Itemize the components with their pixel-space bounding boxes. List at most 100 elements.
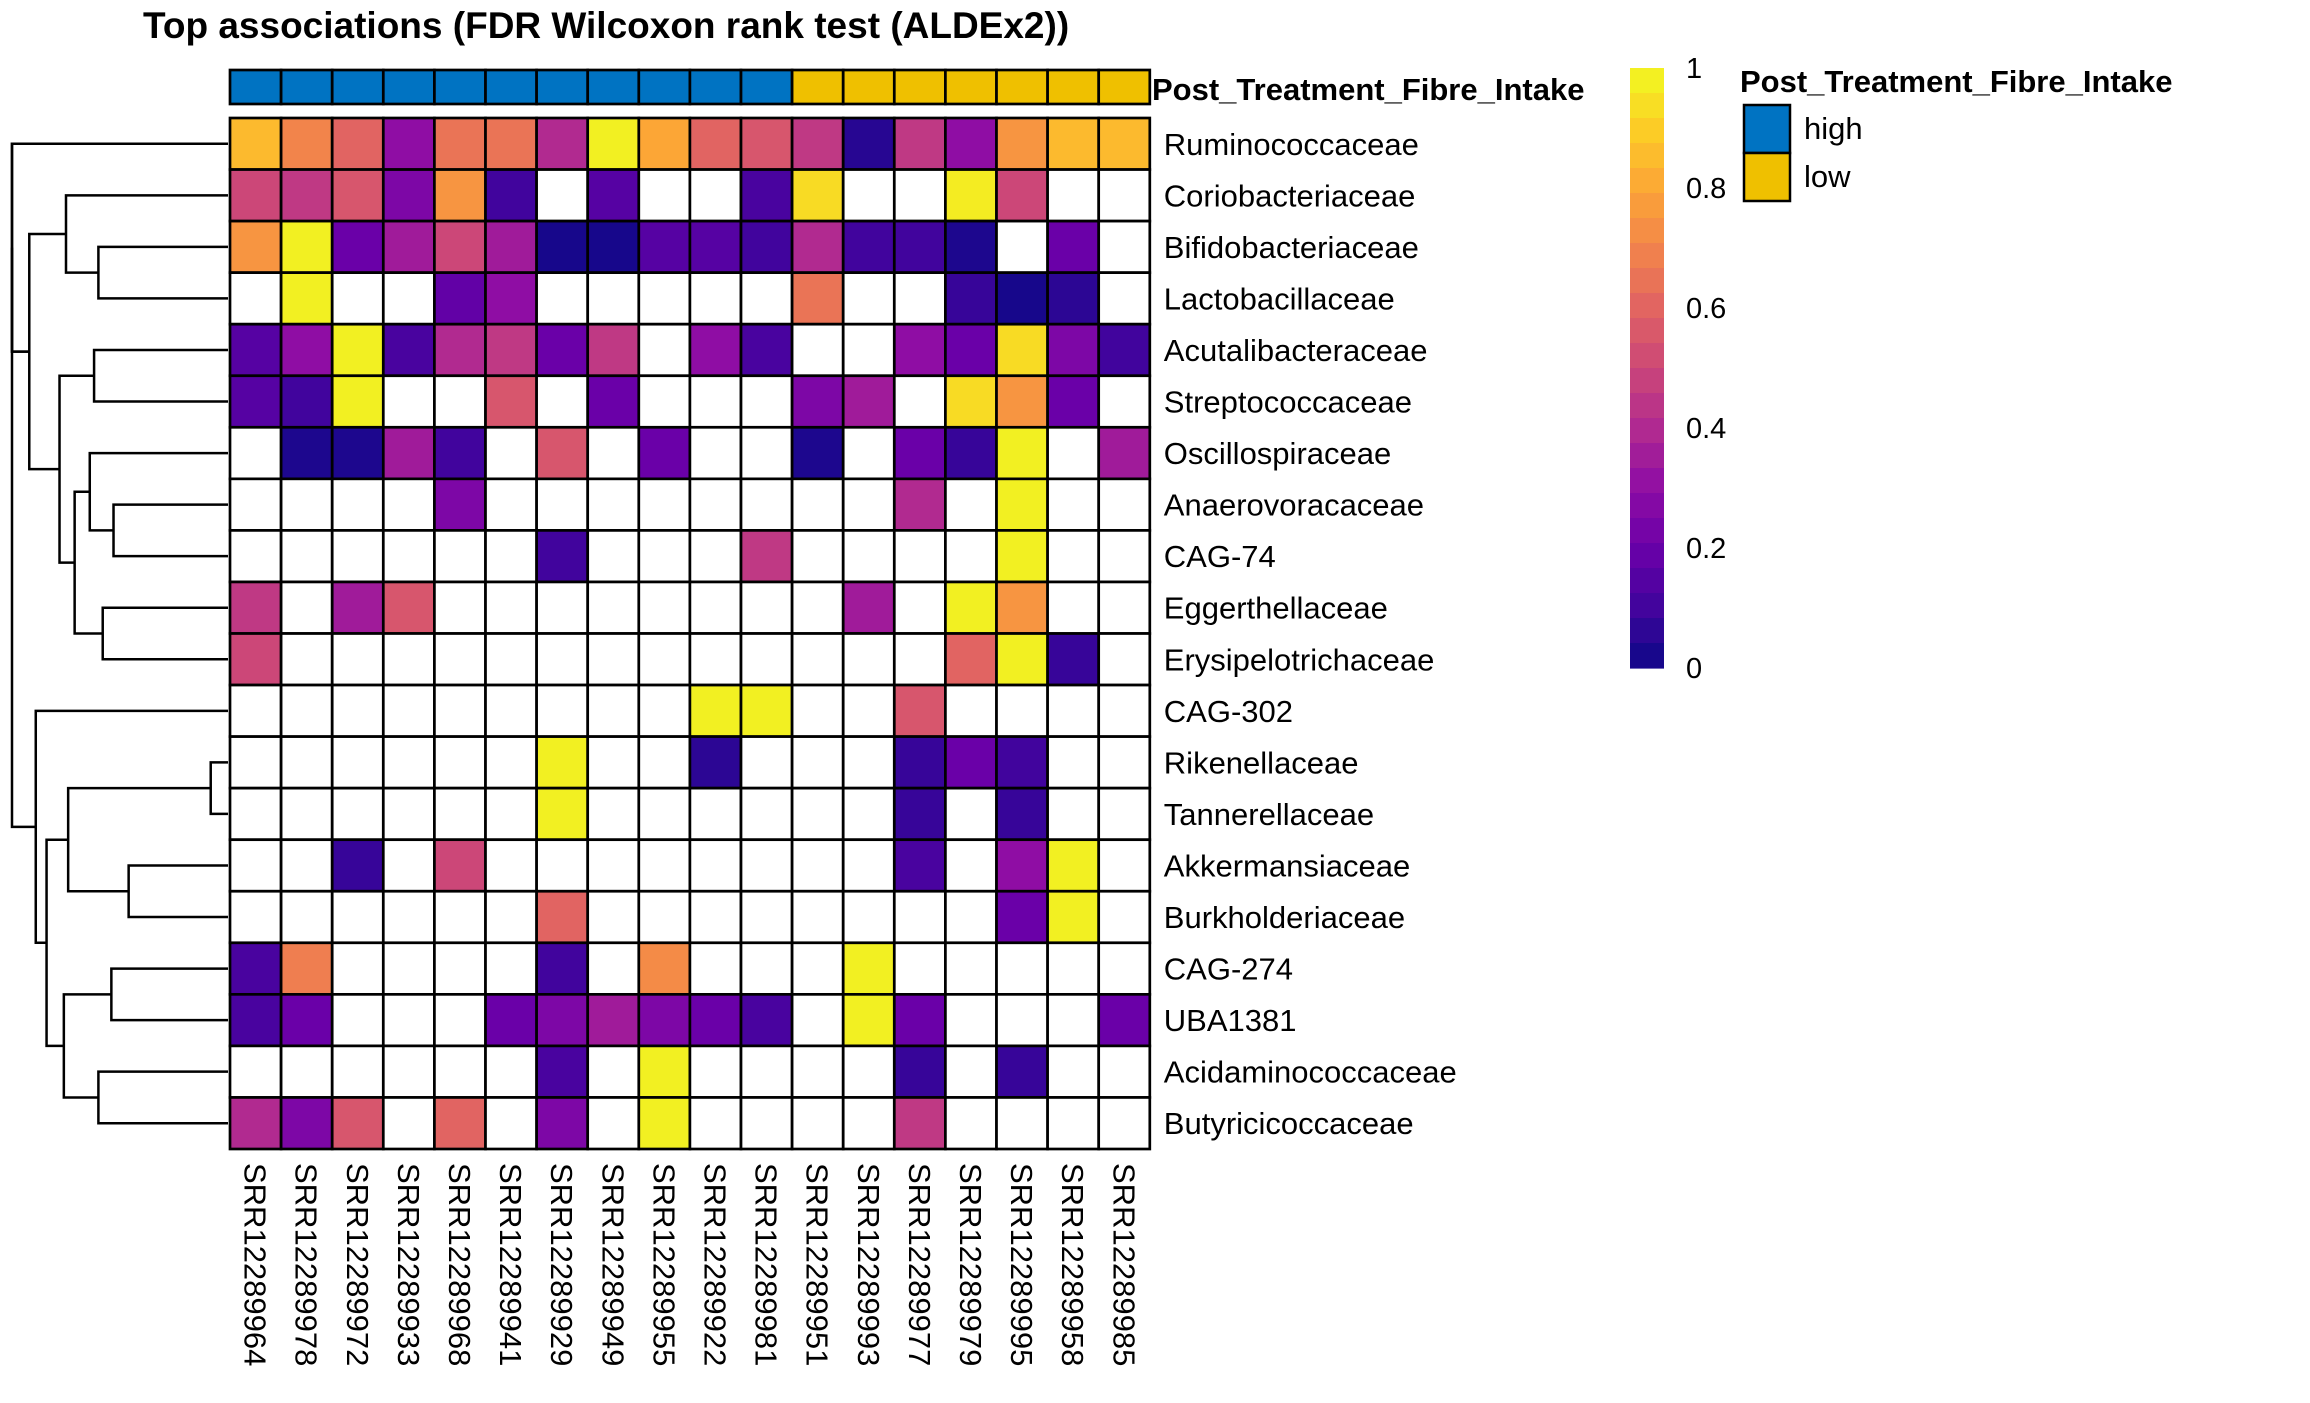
heatmap-cell — [637, 992, 692, 1048]
heatmap-cell — [1046, 322, 1101, 378]
heatmap-cell — [637, 425, 692, 481]
heatmap-cell — [688, 1044, 743, 1099]
heatmap-cell — [995, 838, 1049, 893]
colorbar-segment — [1630, 218, 1664, 244]
heatmap-cell — [995, 683, 1049, 738]
heatmap-cell — [688, 271, 743, 326]
heatmap-cell — [995, 271, 1049, 326]
heatmap-cell — [279, 168, 334, 223]
heatmap-cell — [637, 941, 692, 996]
heatmap-cell — [995, 941, 1049, 996]
annotation-cell — [892, 68, 947, 106]
heatmap-cell — [944, 992, 998, 1048]
heatmap-cell — [279, 219, 334, 275]
heatmap-cell — [1097, 529, 1152, 584]
heatmap-cell — [995, 425, 1049, 481]
annotation-cell — [688, 68, 743, 106]
heatmap-cell — [1097, 1044, 1152, 1099]
heatmap-cell — [535, 735, 590, 790]
heatmap-cell — [688, 941, 743, 996]
heatmap-cell — [637, 374, 692, 429]
heatmap-cell — [1046, 889, 1101, 945]
heatmap-cell — [1046, 580, 1101, 635]
heatmap-cell — [586, 116, 641, 171]
heatmap-cell — [995, 477, 1049, 532]
heatmap-cell — [586, 1044, 641, 1099]
heatmap-cell — [433, 992, 487, 1048]
heatmap-cell — [1097, 477, 1152, 532]
heatmap-cell — [228, 1096, 283, 1151]
heatmap-cell — [688, 580, 743, 635]
heatmap-cell — [228, 735, 283, 790]
colorbar-segment — [1630, 68, 1664, 94]
legend-title: Post_Treatment_Fibre_Intake — [1740, 64, 2172, 99]
heatmap-cell — [995, 1096, 1049, 1151]
heatmap-cell — [381, 941, 436, 996]
heatmap-cell — [381, 168, 436, 223]
heatmap-cell — [892, 632, 947, 687]
heatmap-cells — [228, 116, 1152, 1151]
heatmap-cell — [228, 168, 283, 223]
heatmap-cell — [330, 941, 385, 996]
heatmap-cell — [586, 735, 641, 790]
heatmap-cell — [279, 374, 334, 429]
heatmap-cell — [892, 735, 947, 790]
heatmap-cell — [586, 425, 641, 481]
heatmap-cell — [330, 632, 385, 687]
heatmap-cell — [739, 735, 794, 790]
heatmap-cell — [637, 889, 692, 945]
heatmap-cell — [330, 1096, 385, 1151]
heatmap-cell — [790, 992, 845, 1048]
heatmap-cell — [330, 838, 385, 893]
heatmap-cell — [944, 1096, 998, 1151]
heatmap-cell — [892, 889, 947, 945]
dendrogram-branch — [97, 1070, 228, 1125]
row-label: Oscillospiraceae — [1164, 436, 1391, 471]
heatmap-cell — [484, 529, 538, 584]
heatmap-cell — [433, 322, 487, 378]
row-label: Anaerovoracaceae — [1164, 488, 1424, 523]
colorbar-segment — [1630, 543, 1664, 569]
heatmap-cell — [330, 477, 385, 532]
heatmap-cell — [1097, 683, 1152, 738]
heatmap-cell — [688, 683, 743, 738]
heatmap-cell — [381, 1096, 436, 1151]
colorbar-segment — [1630, 343, 1664, 369]
heatmap-cell — [637, 632, 692, 687]
annotation-legend: Post_Treatment_Fibre_Intake high low — [1740, 64, 2172, 203]
heatmap-cell — [330, 374, 385, 429]
heatmap-cell — [1097, 632, 1152, 687]
heatmap-cell — [330, 116, 385, 171]
heatmap-cell — [841, 632, 896, 687]
dendrogram-branch — [64, 194, 228, 274]
heatmap-cell — [484, 992, 538, 1048]
heatmap-cell — [433, 1096, 487, 1151]
annotation-cell — [841, 68, 896, 106]
heatmap-cell — [381, 374, 436, 429]
heatmap-cell — [381, 992, 436, 1048]
colorbar-segment — [1630, 243, 1664, 269]
heatmap-cell — [535, 580, 590, 635]
heatmap-cell — [228, 425, 283, 481]
column-label: SRR12289985 — [1106, 1163, 1141, 1366]
heatmap-cell — [892, 374, 947, 429]
heatmap-cell — [484, 374, 538, 429]
heatmap-cell — [330, 219, 385, 275]
heatmap-cell — [637, 580, 692, 635]
heatmap-cell — [586, 683, 641, 738]
heatmap-cell — [790, 580, 845, 635]
heatmap-cell — [944, 271, 998, 326]
dendrogram-branch — [209, 761, 228, 816]
heatmap-cell — [381, 683, 436, 738]
heatmap-cell — [228, 529, 283, 584]
heatmap-cell — [637, 838, 692, 893]
heatmap-cell — [944, 786, 998, 842]
heatmap-cell — [535, 838, 590, 893]
heatmap-cell — [995, 992, 1049, 1048]
heatmap-cell — [688, 838, 743, 893]
annotation-cell — [535, 68, 590, 106]
heatmap-cell — [944, 374, 998, 429]
heatmap-cell — [944, 889, 998, 945]
annotation-cell — [944, 68, 998, 106]
heatmap-cell — [1046, 838, 1101, 893]
